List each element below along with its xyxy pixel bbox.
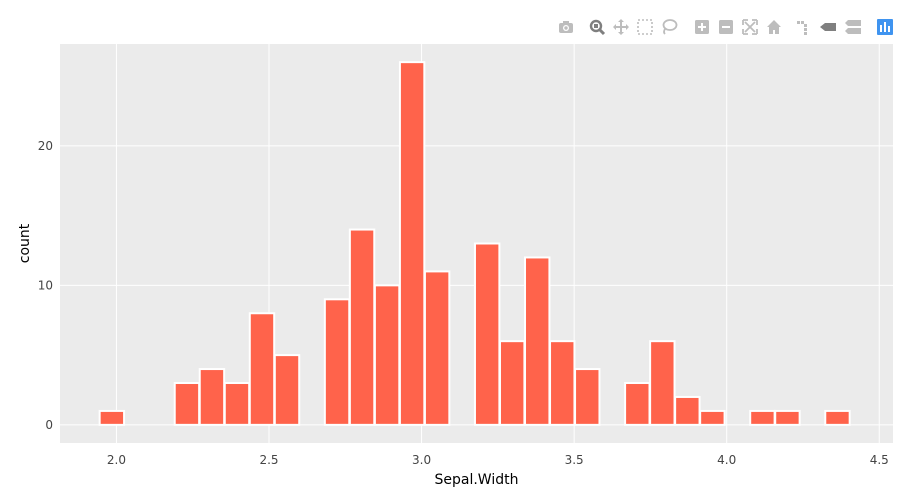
y-tick-label: 20 [38,139,53,153]
histogram-bar[interactable] [749,409,776,426]
histogram-bar[interactable] [774,409,801,426]
histogram-bar[interactable] [473,242,501,426]
histogram-bar[interactable] [348,228,376,426]
histogram-bar[interactable] [98,409,126,426]
histogram-bars[interactable] [98,61,851,426]
histogram-bar[interactable] [373,284,401,426]
histogram-bar[interactable] [498,340,526,426]
x-tick-label: 4.5 [870,453,889,467]
histogram-bar[interactable] [524,256,551,426]
y-tick-label: 10 [38,278,53,292]
spike-lines-icon[interactable] [793,17,811,37]
plotly-logo-icon[interactable] [876,17,894,37]
histogram-bar[interactable] [574,368,601,426]
histogram-bar[interactable] [624,382,651,426]
x-tick-label: 4.0 [717,453,736,467]
y-axis-title: count [17,223,33,263]
histogram-bar[interactable] [699,409,726,426]
x-tick-labels: 2.0 2.5 3.0 3.5 4.0 4.5 [107,453,889,467]
histogram-bar[interactable] [173,382,201,426]
histogram-bar[interactable] [223,382,251,426]
y-tick-label: 0 [45,418,53,432]
box-select-icon[interactable] [636,17,654,37]
histogram-bar[interactable] [674,395,701,426]
modebar-toolbar [555,17,900,39]
histogram-bar[interactable] [273,354,301,426]
x-tick-label: 2.0 [107,453,126,467]
y-tick-labels: 0 10 20 [38,139,53,432]
hover-compare-icon[interactable] [844,17,862,37]
zoom-icon[interactable] [588,17,606,37]
camera-icon[interactable] [557,17,575,37]
x-tick-label: 3.5 [565,453,584,467]
histogram-bar[interactable] [549,340,576,426]
x-tick-label: 2.5 [259,453,278,467]
pan-icon[interactable] [612,17,630,37]
reset-axes-icon[interactable] [765,17,783,37]
histogram-bar[interactable] [649,340,676,426]
x-axis-title: Sepal.Width [435,472,519,488]
x-tick-label: 3.0 [412,453,431,467]
histogram-bar[interactable] [423,270,451,426]
histogram-bar[interactable] [323,298,351,426]
histogram-bar[interactable] [248,312,276,426]
histogram-bar[interactable] [198,368,226,426]
zoom-in-icon[interactable] [693,17,711,37]
histogram-bar[interactable] [824,409,851,426]
lasso-select-icon[interactable] [660,17,678,37]
histogram-bar[interactable] [398,61,426,426]
autoscale-icon[interactable] [741,17,759,37]
hover-closest-icon[interactable] [819,17,837,37]
zoom-out-icon[interactable] [717,17,735,37]
